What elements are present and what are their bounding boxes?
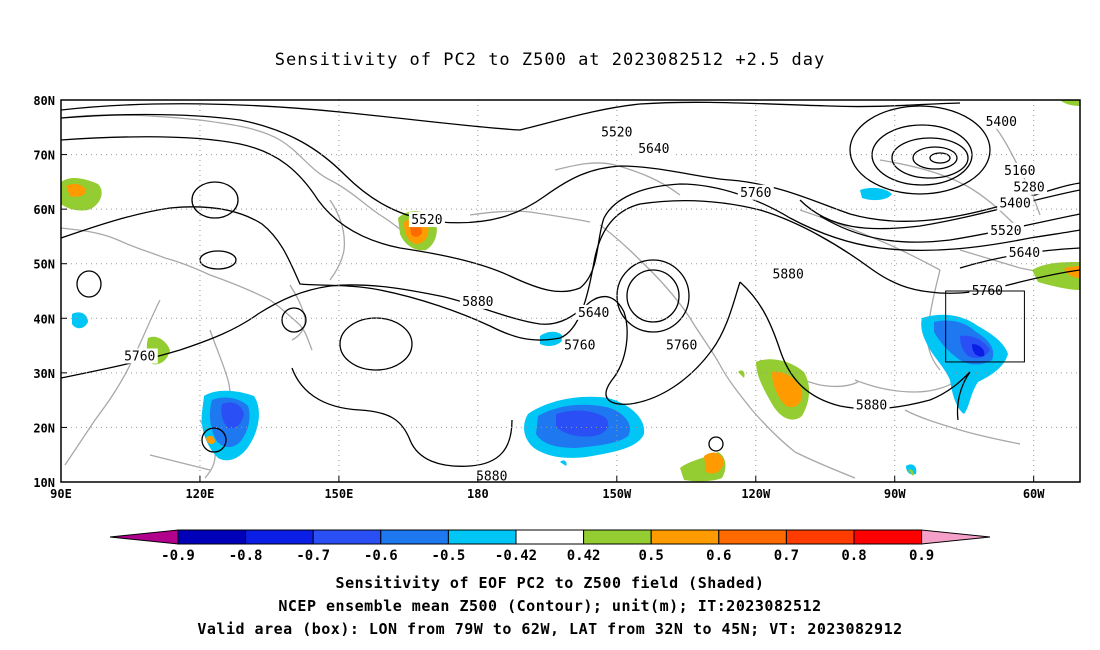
contour-label: 5520 <box>990 224 1021 239</box>
lon-label: 150W <box>602 487 632 501</box>
colorbar-low-arrow <box>109 529 179 545</box>
colorbar-bin <box>447 529 517 545</box>
contour-label: 5760 <box>666 339 697 354</box>
colorbar-label: -0.7 <box>296 548 330 564</box>
colorbar-label: -0.42 <box>495 548 537 564</box>
valid-area-box <box>945 290 1025 363</box>
contour-label: 5520 <box>411 213 442 228</box>
contour-label: 5760 <box>564 339 595 354</box>
colorbar-bin <box>583 529 652 545</box>
contour-label: 5640 <box>1009 246 1040 261</box>
colorbar-bin <box>853 529 923 545</box>
colorbar-high-arrow <box>921 529 991 545</box>
colorbar-bin <box>380 529 449 545</box>
contour-label: 5760 <box>124 349 155 364</box>
lon-label: 60W <box>1023 487 1045 501</box>
contour-label: 5880 <box>856 399 887 414</box>
contour-label: 5880 <box>773 268 804 283</box>
sensitivity-shading <box>61 100 1080 482</box>
lat-label: 20N <box>33 421 55 435</box>
contour-label: 5400 <box>999 197 1030 212</box>
contour-label: 5280 <box>1013 180 1044 195</box>
caption-valid-area: Valid area (box): LON from 79W to 62W, L… <box>197 620 903 638</box>
caption-shaded: Sensitivity of EOF PC2 to Z500 field (Sh… <box>335 574 765 592</box>
colorbar-bin <box>650 529 720 545</box>
colorbar-label: 0.5 <box>639 548 664 564</box>
colorbar-label: 0.42 <box>567 548 601 564</box>
lon-label: 90E <box>50 487 72 501</box>
lat-label: 10N <box>33 476 55 490</box>
colorbar-label: -0.8 <box>229 548 263 564</box>
colorbar-bin <box>312 529 382 545</box>
colorbar-label: 0.9 <box>909 548 934 564</box>
colorbar-label: -0.9 <box>161 548 195 564</box>
colorbar-label: -0.6 <box>364 548 398 564</box>
contour-label: 5160 <box>1004 164 1035 179</box>
caption-contour: NCEP ensemble mean Z500 (Contour); unit(… <box>278 597 822 615</box>
longitude-labels: 90E 120E 150E 180 150W 120W 90W 60W <box>50 476 1045 501</box>
contour-label: 5880 <box>476 470 507 485</box>
lat-label: 70N <box>33 149 55 163</box>
colorbar-bin <box>718 529 787 545</box>
contour-label: 5880 <box>462 295 493 310</box>
colorbar-bin <box>515 529 585 545</box>
colorbar-label: 0.7 <box>774 548 799 564</box>
colorbar-label: 0.8 <box>841 548 866 564</box>
contour-label: 5640 <box>578 306 609 321</box>
lat-label: 80N <box>33 94 55 108</box>
lat-label: 50N <box>33 258 55 272</box>
colorbar-bin <box>785 529 855 545</box>
lat-label: 30N <box>33 367 55 381</box>
lat-label: 60N <box>33 203 55 217</box>
map-frame <box>60 99 1081 483</box>
latitude-labels: 80N 70N 60N 50N 40N 30N 20N 10N <box>33 94 67 490</box>
contour-label: 5400 <box>986 115 1017 130</box>
colorbar-label: -0.5 <box>432 548 466 564</box>
lat-lon-grid <box>61 100 1080 482</box>
lon-label: 180 <box>467 487 489 501</box>
plot-title: Sensitivity of PC2 to Z500 at 2023082512… <box>274 50 826 70</box>
lat-label: 40N <box>33 312 55 326</box>
contour-label: 5520 <box>601 126 632 141</box>
contour-label: 5760 <box>740 186 771 201</box>
lon-label: 120W <box>741 487 771 501</box>
contour-label: 5640 <box>638 142 669 157</box>
colorbar: -0.9 -0.8 -0.7 -0.6 -0.5 -0.42 0.42 0.5 0.6 0.7 0.… <box>109 529 991 564</box>
colorbar-bin <box>245 529 314 545</box>
lon-label: 90W <box>884 487 906 501</box>
colorbar-label: 0.6 <box>706 548 731 564</box>
colorbar-bin <box>177 529 247 545</box>
lon-label: 150E <box>324 487 353 501</box>
lon-label: 120E <box>186 487 215 501</box>
